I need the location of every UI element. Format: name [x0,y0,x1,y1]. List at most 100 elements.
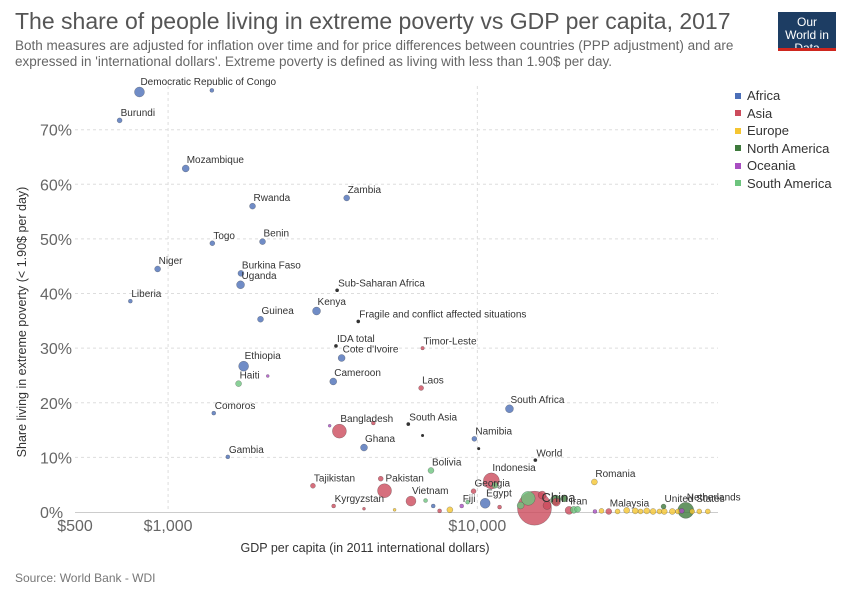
y-tick-label: 30% [40,341,72,358]
point-label: Laos [422,376,444,387]
data-point [209,240,216,246]
data-point [327,424,332,428]
data-point [520,491,536,506]
point-label: Fiji [463,494,476,505]
data-point [552,497,561,507]
data-point [235,380,242,387]
point-label: Kenya [318,297,347,308]
point-label: Benin [264,229,290,240]
y-tick-label: 50% [40,232,72,249]
data-point [421,434,425,438]
point-label: Iran [570,496,587,507]
data-point [679,508,685,514]
data-point [406,422,411,426]
point-label: Haiti [240,371,260,382]
data-point [656,508,663,515]
data-point [437,508,442,514]
data-point [420,346,425,351]
data-point [257,316,264,323]
legend-label: Oceania [747,158,796,174]
data-point [479,498,491,509]
point-label: Liberia [131,289,161,300]
legend-item[interactable]: North America [735,140,832,158]
y-tick-label: 20% [40,396,72,413]
data-point [128,298,133,304]
point-label: Fragile and conflict affected situations [359,310,526,321]
data-point [423,498,428,503]
point-label: Rwanda [254,193,291,204]
legend-swatch [735,127,741,134]
data-point [537,490,547,500]
data-point [237,270,245,277]
axes: 0% 10% 20% 30% 40% 50% 60% 70% $500 $1,000 $10,000 [40,123,718,535]
data-point [505,404,514,413]
data-point [134,86,145,98]
data-point [516,501,525,510]
data-point [459,503,464,509]
legend-swatch [735,92,741,99]
point-label: Togo [213,231,235,242]
data-point [465,499,470,505]
y-tick-label: 0% [40,505,63,522]
legend-item[interactable]: South America [735,175,832,193]
logo-accent-bar [778,48,836,51]
point-label: Indonesia [492,463,536,474]
data-point [614,508,621,515]
data-point [598,508,605,514]
point-label: South Asia [409,412,457,423]
data-point [669,508,676,515]
page-subtitle: Both measures are adjusted for inflation… [15,38,734,69]
data-point [689,508,695,515]
legend-label: Asia [747,105,773,121]
data-points [116,86,711,526]
x-tick-label: $500 [57,518,93,535]
point-label: Burundi [121,108,155,119]
data-point [649,508,657,515]
data-point [378,475,384,482]
x-tick-label: $1,000 [144,518,193,535]
legend-item[interactable]: Europe [735,122,832,140]
y-tick-label: 70% [40,123,72,140]
point-label: IDA total [337,334,375,345]
data-point [497,504,502,510]
y-axis-label: Share living in extreme poverty (< 1.90$… [15,187,29,458]
point-label: Zambia [348,185,382,196]
data-point [471,436,478,442]
point-label: Niger [159,256,184,267]
legend-item[interactable]: Asia [735,105,832,123]
point-label: Egypt [486,488,512,499]
point-label: Comoros [215,401,256,412]
data-point [591,478,598,486]
data-point [154,265,161,273]
point-label: China [541,490,576,505]
data-point [377,483,392,498]
legend-item[interactable]: Africa [735,87,832,105]
data-point [660,503,667,510]
data-point [637,508,644,515]
data-point [238,360,249,372]
point-labels: Democratic Republic of Congo Burundi Mozam… [121,77,741,509]
data-point [116,117,123,124]
legend-label: Europe [747,123,789,139]
data-point [266,374,270,378]
point-label: World [536,448,562,459]
data-point [181,164,190,173]
data-point [356,319,361,324]
data-point [643,507,650,515]
data-point [491,482,499,489]
legend-item[interactable]: Oceania [735,157,832,175]
data-point [705,508,711,515]
data-point [427,467,435,474]
point-label: Timor-Leste [424,336,477,347]
data-point [335,288,339,293]
legend-label: Africa [747,88,781,104]
legend-swatch [735,162,741,169]
point-label: Pakistan [386,474,424,485]
point-label: Ghana [365,434,395,445]
point-label: Namibia [475,426,512,437]
point-label: Malaysia [610,498,650,509]
point-label: Bolivia [432,457,462,468]
data-point [236,280,245,289]
data-point [418,385,424,391]
